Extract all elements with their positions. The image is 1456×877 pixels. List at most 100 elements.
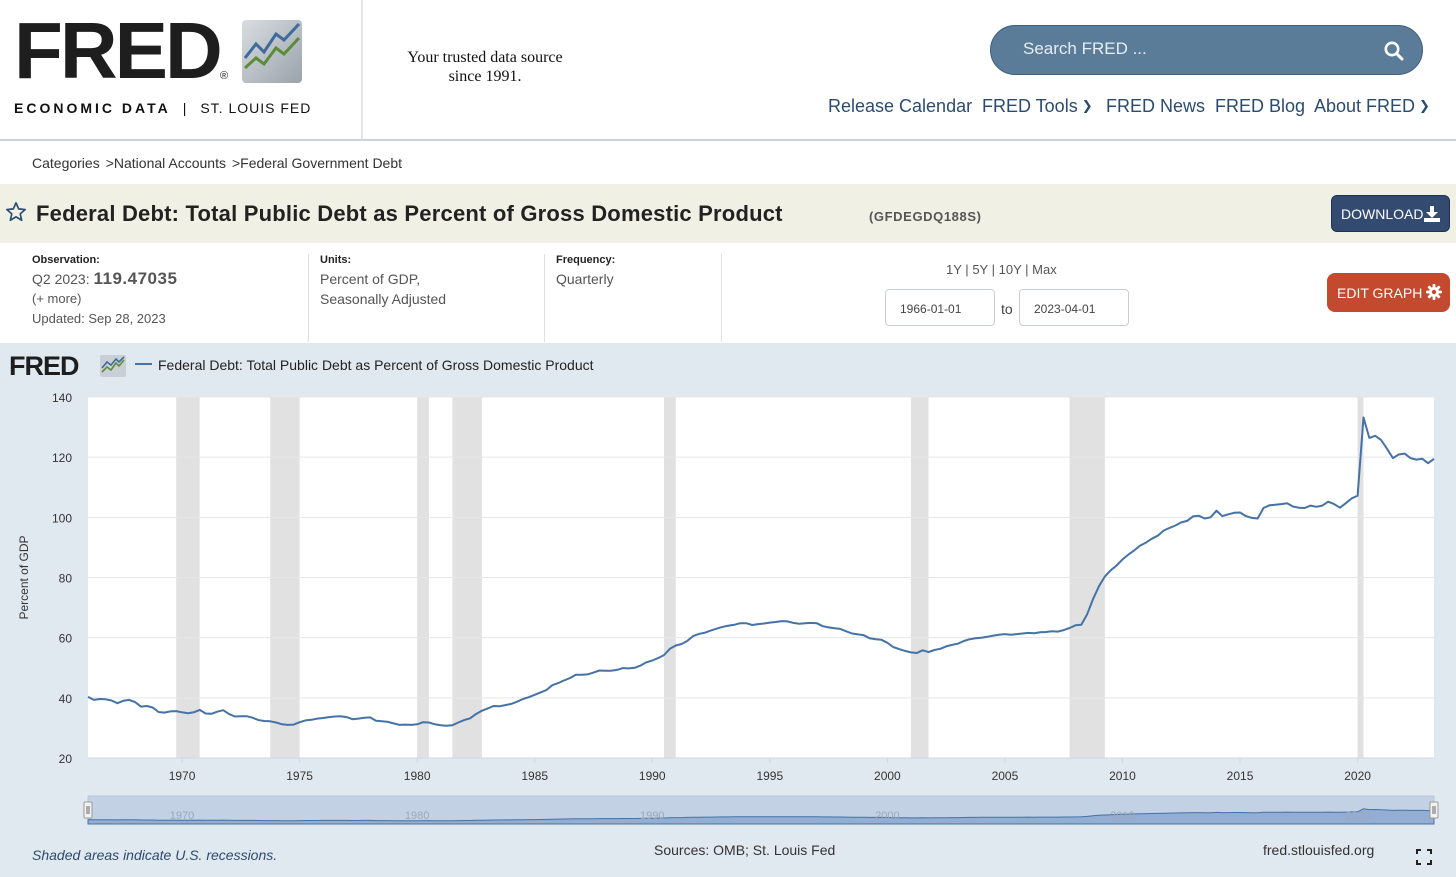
- download-label: DOWNLOAD: [1341, 206, 1424, 222]
- legend-label: Federal Debt: Total Public Debt as Perce…: [158, 357, 594, 373]
- nav-release-calendar[interactable]: Release Calendar: [828, 96, 972, 117]
- chart-svg: 20 40 60 80 100 120 140 1970 1975 1980 1985 1990 199…: [17, 391, 1439, 825]
- frequency-block: Frequency: Quarterly: [556, 254, 716, 342]
- observation-value: 119.47035: [93, 269, 178, 288]
- site-link[interactable]: fred.stlouisfed.org: [1263, 842, 1375, 858]
- navigator-handle[interactable]: [1429, 801, 1439, 819]
- search-box[interactable]: Search FRED ...: [990, 25, 1423, 75]
- series-title-bar: Federal Debt: Total Public Debt as Perce…: [0, 184, 1456, 243]
- navigator-handle[interactable]: [83, 801, 93, 819]
- recession-note: Shaded areas indicate U.S. recessions.: [32, 847, 278, 863]
- search-input[interactable]: Search FRED ...: [1023, 39, 1147, 58]
- x-tick-label: 1980: [404, 769, 431, 783]
- units-line-2: Seasonally Adjusted: [320, 291, 447, 307]
- nav-fred-tools[interactable]: FRED Tools ❯: [982, 96, 1093, 117]
- fred-logo[interactable]: FRED ® ECONOMIC DATA | ST. LOUIS FED: [0, 0, 363, 139]
- navigator-label: 2010: [1110, 810, 1134, 822]
- main-nav: Release Calendar FRED Tools ❯ FRED News F…: [0, 96, 1456, 122]
- logo-sub-stlouis: ST. LOUIS FED: [200, 100, 312, 116]
- y-axis-label: Percent of GDP: [17, 535, 31, 619]
- breadcrumb-separator: >: [105, 155, 114, 171]
- updated-date: Updated: Sep 28, 2023: [32, 311, 166, 326]
- units-line-1: Percent of GDP,: [320, 271, 421, 287]
- frequency-value: Quarterly: [556, 271, 614, 287]
- x-tick-label: 1990: [639, 769, 666, 783]
- download-icon: [1424, 206, 1440, 222]
- y-tick-label: 100: [52, 511, 72, 525]
- tagline-line-1: Your trusted data source: [407, 49, 563, 66]
- start-date-input[interactable]: 1966-01-01: [885, 289, 995, 326]
- logo-sub-separator: |: [182, 100, 189, 116]
- y-tick-label: 20: [59, 752, 73, 766]
- edit-graph-button[interactable]: EDIT GRAPH: [1327, 273, 1450, 312]
- breadcrumb-categories[interactable]: Categories: [32, 155, 100, 171]
- logo-graph-icon: [242, 20, 302, 83]
- legend-swatch: [135, 363, 152, 366]
- star-icon[interactable]: [5, 201, 27, 223]
- range-5y[interactable]: 5Y: [972, 262, 988, 277]
- x-tick-label: 2005: [992, 769, 1019, 783]
- meta-divider: [721, 254, 722, 342]
- units-label: Units:: [320, 254, 352, 266]
- gear-icon: [1426, 284, 1442, 300]
- range-separator: |: [1025, 262, 1029, 277]
- site-header: FRED ® ECONOMIC DATA | ST. LOUIS FED Your …: [0, 0, 1456, 141]
- end-date-input[interactable]: 2023-04-01: [1019, 289, 1129, 326]
- chevron-down-icon: ❯: [1081, 98, 1093, 113]
- frequency-label: Frequency:: [556, 254, 616, 266]
- logo-subtitle: ECONOMIC DATA | ST. LOUIS FED: [14, 100, 311, 116]
- download-button[interactable]: DOWNLOAD: [1331, 195, 1450, 232]
- y-tick-label: 40: [59, 692, 73, 706]
- range-1y[interactable]: 1Y: [946, 262, 962, 277]
- meta-divider: [308, 254, 309, 342]
- navigator-label: 1970: [170, 810, 194, 822]
- observation-block: Observation: Q2 2023: 119.47035 (+ more)…: [32, 254, 302, 342]
- breadcrumb-national-accounts[interactable]: National Accounts: [113, 155, 226, 171]
- navigator-label: 1990: [640, 810, 664, 822]
- nav-fred-blog-label: FRED Blog: [1215, 96, 1306, 116]
- observation-period: Q2 2023:: [32, 271, 90, 287]
- x-tick-label: 2000: [874, 769, 901, 783]
- logo-sub-bold: ECONOMIC DATA: [14, 100, 171, 116]
- y-tick-label: 60: [59, 632, 73, 646]
- navigator-label: 2020: [1345, 810, 1369, 822]
- x-tick-label: 1995: [756, 769, 783, 783]
- nav-fred-news[interactable]: FRED News: [1106, 96, 1205, 117]
- x-tick-label: 1975: [286, 769, 313, 783]
- nav-fred-news-label: FRED News: [1106, 96, 1206, 116]
- tagline-line-2: since 1991.: [448, 68, 522, 85]
- nav-about-fred[interactable]: About FRED ❯: [1314, 96, 1430, 117]
- y-tick-label: 80: [59, 572, 73, 586]
- x-tick-label: 1985: [521, 769, 548, 783]
- x-tick-label: 2020: [1344, 769, 1371, 783]
- chart-legend: Federal Debt: Total Public Debt as Perce…: [135, 357, 594, 373]
- chart-fred-logo: FRED: [9, 351, 79, 381]
- breadcrumb-federal-government-debt[interactable]: Federal Government Debt: [240, 155, 403, 171]
- fullscreen-icon[interactable]: [1416, 849, 1432, 865]
- series-title: Federal Debt: Total Public Debt as Perce…: [36, 201, 783, 226]
- y-tick-label: 120: [52, 451, 72, 465]
- meta-divider: [544, 254, 545, 342]
- units-value: Percent of GDP, Seasonally Adjusted: [320, 269, 540, 309]
- sources-text: Sources: OMB; St. Louis Fed: [654, 842, 836, 858]
- nav-release-calendar-label: Release Calendar: [828, 96, 973, 116]
- chart-panel: FRED Federal Debt: Total Public Debt as …: [0, 343, 1456, 877]
- tagline: Your trusted data source since 1991.: [385, 48, 585, 86]
- date-to-label: to: [1001, 301, 1013, 317]
- nav-fred-blog[interactable]: FRED Blog: [1215, 96, 1305, 117]
- chart-logo-graph-icon: [100, 355, 126, 377]
- breadcrumb: Categories >National Accounts >Federal Gov…: [32, 155, 402, 171]
- more-observations-link[interactable]: (+ more): [32, 291, 82, 306]
- registered-mark: ®: [220, 70, 229, 82]
- units-block: Units: Percent of GDP, Seasonally Adjuste…: [320, 254, 540, 342]
- navigator-label: 2000: [875, 810, 899, 822]
- observation-label: Observation:: [32, 254, 100, 266]
- range-10y[interactable]: 10Y: [998, 262, 1022, 277]
- range-max[interactable]: Max: [1032, 262, 1057, 277]
- search-icon[interactable]: [1383, 40, 1405, 62]
- y-tick-label: 140: [52, 391, 72, 405]
- range-separator: |: [991, 262, 995, 277]
- edit-graph-label: EDIT GRAPH: [1337, 285, 1423, 301]
- navigator-series: [87, 808, 1435, 825]
- chevron-down-icon: ❯: [1419, 98, 1430, 113]
